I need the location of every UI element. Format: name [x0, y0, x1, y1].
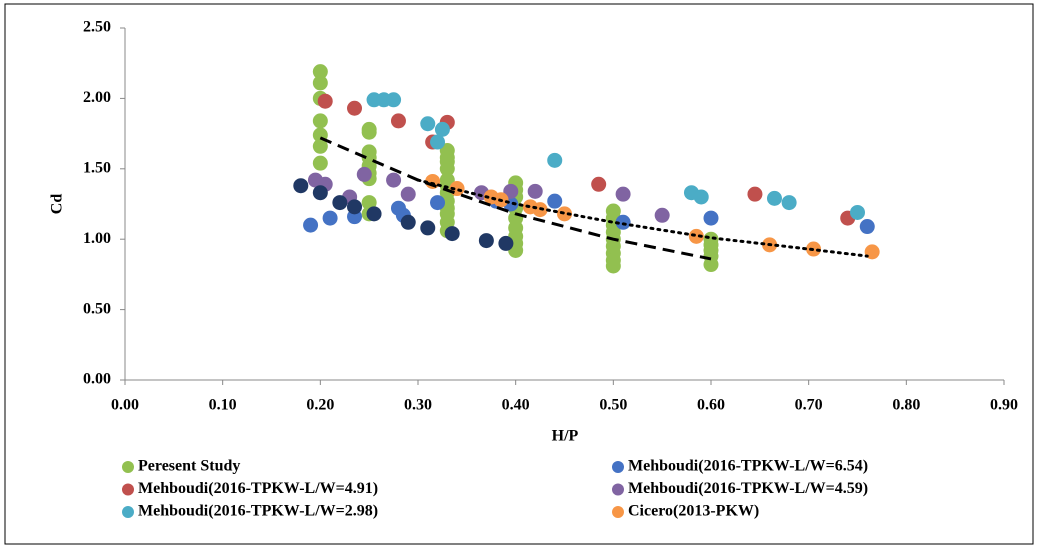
point	[557, 206, 572, 222]
point	[322, 210, 338, 226]
point	[312, 75, 328, 91]
point	[444, 226, 460, 242]
point	[420, 116, 436, 132]
trendline	[319, 136, 712, 261]
point	[386, 92, 402, 108]
point	[591, 176, 607, 192]
point	[312, 64, 328, 80]
point	[747, 186, 763, 202]
point	[347, 100, 363, 116]
point	[766, 190, 782, 206]
point	[615, 214, 631, 230]
x-tick-label: 0.90	[990, 397, 1018, 414]
y-tick-label: 0.50	[83, 300, 111, 317]
legend-marker	[612, 461, 624, 473]
point	[312, 155, 328, 171]
point	[527, 183, 543, 199]
legend-label: Cicero(2013-PKW)	[628, 503, 759, 520]
point	[859, 219, 875, 235]
legend-marker	[122, 461, 134, 473]
point	[503, 183, 519, 199]
y-tick-label: 2.00	[83, 89, 111, 106]
x-tick-label: 0.60	[697, 397, 725, 414]
point	[615, 186, 631, 202]
point	[347, 199, 363, 215]
legend-marker	[612, 506, 624, 518]
point	[361, 195, 377, 211]
x-tick-label: 0.30	[404, 397, 432, 414]
point	[781, 195, 797, 211]
x-tick-label: 0.40	[502, 397, 530, 414]
legend-label: Mehboudi(2016-TPKW-L/W=2.98)	[138, 503, 378, 520]
x-tick-label: 0.50	[599, 397, 627, 414]
y-tick-label: 1.00	[83, 230, 111, 247]
point	[303, 217, 319, 233]
y-axis-label: Cd	[49, 194, 66, 215]
point	[688, 228, 704, 244]
trendline	[416, 178, 869, 258]
legend-marker	[122, 483, 134, 496]
point	[400, 214, 416, 230]
point	[547, 152, 563, 168]
point	[547, 193, 563, 209]
point	[400, 186, 416, 202]
point	[366, 206, 382, 222]
x-axis-label: H/P	[552, 428, 579, 445]
point	[430, 134, 446, 150]
legend-label: Peresent Study	[138, 458, 240, 475]
point	[332, 195, 348, 211]
point	[312, 113, 328, 129]
point	[356, 166, 372, 182]
point	[703, 210, 719, 226]
point	[293, 178, 309, 194]
point	[430, 195, 446, 211]
point	[498, 235, 514, 251]
y-tick-label: 1.50	[83, 159, 111, 176]
point	[386, 172, 402, 188]
legend-marker	[612, 483, 624, 496]
point	[478, 233, 494, 249]
x-tick-label: 0.20	[306, 397, 334, 414]
y-tick-label: 2.50	[83, 19, 111, 36]
y-tick-label: 0.00	[83, 371, 111, 388]
point	[317, 93, 333, 109]
legend-label: Mehboudi(2016-TPKW-L/W=4.91)	[138, 480, 378, 497]
point	[390, 113, 406, 129]
point	[361, 124, 377, 140]
point	[439, 161, 455, 177]
point	[420, 220, 436, 236]
legend-label: Mehboudi(2016-TPKW-L/W=4.59)	[628, 480, 868, 497]
legend-marker	[122, 506, 134, 518]
x-tick-label: 0.10	[209, 397, 237, 414]
point	[654, 207, 670, 223]
point	[434, 121, 450, 137]
point	[693, 189, 709, 205]
x-tick-label: 0.00	[111, 397, 139, 414]
point	[312, 185, 328, 201]
point	[850, 204, 865, 220]
point	[312, 138, 328, 154]
x-tick-label: 0.80	[892, 397, 920, 414]
point	[703, 257, 719, 273]
legend-label: Mehboudi(2016-TPKW-L/W=6.54)	[628, 458, 868, 475]
x-tick-label: 0.70	[795, 397, 823, 414]
point	[605, 258, 621, 274]
chart-frame	[4, 3, 1034, 545]
